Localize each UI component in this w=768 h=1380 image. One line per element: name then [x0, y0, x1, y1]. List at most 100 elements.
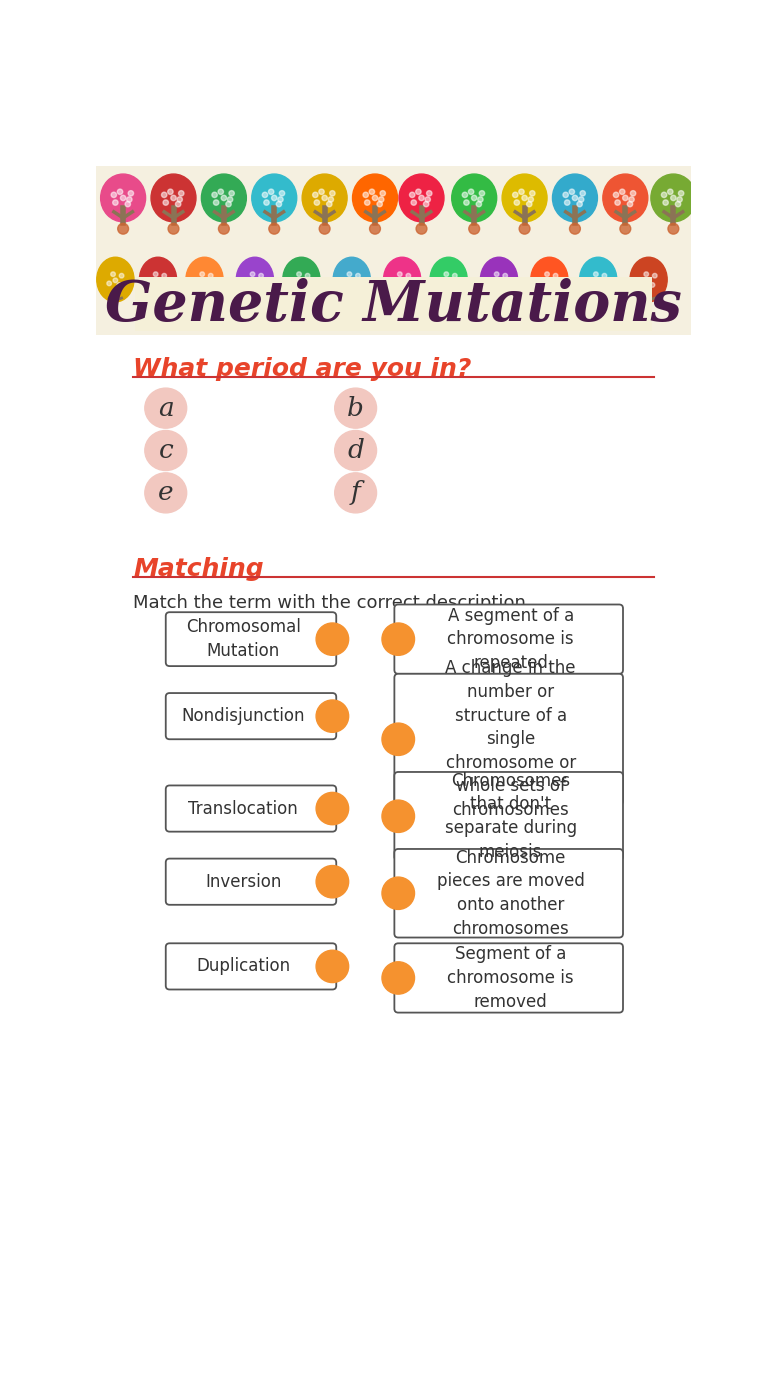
- Circle shape: [602, 273, 607, 277]
- Circle shape: [411, 200, 416, 206]
- Ellipse shape: [283, 257, 320, 302]
- Ellipse shape: [452, 174, 497, 222]
- Circle shape: [365, 200, 370, 206]
- Circle shape: [600, 283, 604, 287]
- Text: Segment of a
chromosome is
removed: Segment of a chromosome is removed: [447, 945, 574, 1010]
- Circle shape: [528, 197, 534, 203]
- Circle shape: [423, 201, 429, 207]
- Ellipse shape: [382, 962, 415, 994]
- Circle shape: [479, 190, 485, 196]
- Text: Duplication: Duplication: [196, 958, 290, 976]
- Circle shape: [627, 201, 633, 207]
- Ellipse shape: [630, 257, 667, 302]
- Text: Nondisjunction: Nondisjunction: [181, 707, 305, 725]
- Circle shape: [590, 282, 594, 286]
- Text: c: c: [158, 437, 173, 464]
- Circle shape: [444, 272, 449, 276]
- Circle shape: [226, 201, 231, 207]
- Text: a: a: [158, 396, 174, 421]
- Ellipse shape: [481, 257, 518, 302]
- Circle shape: [178, 190, 184, 196]
- Circle shape: [369, 189, 375, 195]
- Circle shape: [670, 195, 676, 200]
- Circle shape: [322, 195, 327, 200]
- Circle shape: [675, 201, 680, 207]
- Circle shape: [150, 282, 154, 286]
- Circle shape: [369, 224, 380, 235]
- Circle shape: [491, 282, 495, 286]
- Circle shape: [262, 192, 268, 197]
- Circle shape: [162, 273, 167, 277]
- Circle shape: [299, 277, 303, 283]
- Ellipse shape: [97, 257, 134, 302]
- Circle shape: [553, 273, 558, 277]
- Circle shape: [577, 201, 582, 207]
- Circle shape: [425, 197, 430, 203]
- Circle shape: [313, 192, 318, 197]
- FancyBboxPatch shape: [96, 335, 691, 1228]
- Text: A segment of a
chromosome is
repeated: A segment of a chromosome is repeated: [447, 607, 574, 672]
- Circle shape: [221, 195, 227, 200]
- FancyBboxPatch shape: [166, 858, 336, 905]
- Circle shape: [229, 190, 234, 196]
- FancyBboxPatch shape: [166, 944, 336, 989]
- Text: Chromosome
pieces are moved
onto another
chromosomes: Chromosome pieces are moved onto another…: [437, 849, 584, 937]
- Circle shape: [468, 189, 474, 195]
- Text: Inversion: Inversion: [205, 872, 281, 890]
- Circle shape: [117, 283, 121, 287]
- Circle shape: [161, 192, 167, 197]
- Circle shape: [501, 283, 505, 287]
- Circle shape: [563, 192, 568, 197]
- Circle shape: [578, 197, 584, 203]
- Circle shape: [372, 195, 378, 200]
- Ellipse shape: [145, 473, 187, 513]
- Circle shape: [276, 201, 282, 207]
- Circle shape: [393, 282, 399, 286]
- Circle shape: [379, 197, 384, 203]
- Circle shape: [278, 197, 283, 203]
- FancyBboxPatch shape: [96, 166, 691, 335]
- Circle shape: [398, 272, 402, 276]
- Circle shape: [614, 192, 619, 197]
- Circle shape: [326, 201, 332, 207]
- Ellipse shape: [145, 388, 187, 428]
- Circle shape: [247, 282, 251, 286]
- Circle shape: [519, 224, 530, 235]
- Circle shape: [653, 273, 657, 277]
- Circle shape: [419, 195, 424, 200]
- Circle shape: [160, 283, 164, 287]
- Circle shape: [661, 192, 667, 197]
- Circle shape: [452, 273, 457, 277]
- Circle shape: [167, 189, 173, 195]
- Text: A change in the
number or
structure of a
single
chromosome or
whole sets of
chro: A change in the number or structure of a…: [445, 660, 576, 820]
- Circle shape: [259, 273, 263, 277]
- Ellipse shape: [140, 257, 177, 302]
- FancyBboxPatch shape: [395, 849, 623, 937]
- Circle shape: [580, 190, 585, 196]
- Circle shape: [319, 224, 330, 235]
- Circle shape: [280, 190, 285, 196]
- Ellipse shape: [651, 174, 696, 222]
- Circle shape: [644, 272, 648, 276]
- Circle shape: [111, 192, 117, 197]
- Circle shape: [620, 224, 631, 235]
- FancyBboxPatch shape: [395, 604, 623, 673]
- Circle shape: [514, 200, 519, 206]
- Circle shape: [527, 201, 532, 207]
- Circle shape: [218, 189, 223, 195]
- FancyBboxPatch shape: [395, 771, 623, 861]
- Circle shape: [497, 277, 502, 283]
- Text: e: e: [158, 480, 174, 505]
- Text: f: f: [351, 480, 360, 505]
- Text: Translocation: Translocation: [188, 799, 298, 817]
- FancyBboxPatch shape: [166, 613, 336, 667]
- Circle shape: [257, 283, 261, 287]
- Ellipse shape: [353, 174, 398, 222]
- Circle shape: [629, 197, 634, 203]
- Ellipse shape: [335, 388, 376, 428]
- Circle shape: [596, 277, 601, 283]
- Circle shape: [328, 197, 333, 203]
- Circle shape: [125, 201, 131, 207]
- Ellipse shape: [302, 174, 347, 222]
- Circle shape: [646, 277, 651, 283]
